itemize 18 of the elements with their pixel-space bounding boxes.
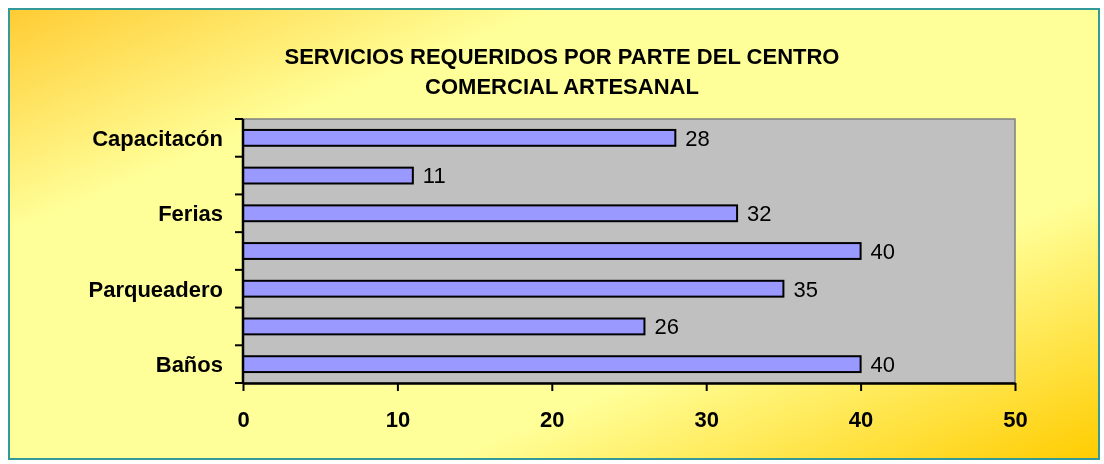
data-label: 32 xyxy=(747,201,772,227)
data-label: 35 xyxy=(793,276,818,302)
y-tick-label: Capacitacón xyxy=(92,125,223,151)
x-tick-label: 30 xyxy=(694,407,719,432)
data-label: 40 xyxy=(870,238,896,264)
data-label: 11 xyxy=(422,163,446,189)
x-tick-label: 0 xyxy=(237,407,250,432)
data-label: 28 xyxy=(685,125,710,151)
y-tick-label: Ferias xyxy=(158,201,223,227)
data-label: 40 xyxy=(870,352,896,378)
x-tick-label: 50 xyxy=(1003,407,1028,432)
x-tick-label: 20 xyxy=(540,407,565,432)
x-tick-label: 40 xyxy=(848,407,874,432)
x-tick-label: 10 xyxy=(385,407,411,432)
chart-title: SERVICIOS REQUERIDOS POR PARTE DEL CENTRO COMERCIAL ARTESANAL xyxy=(284,44,840,99)
data-label: 26 xyxy=(654,314,679,340)
y-tick-label: Parqueadero xyxy=(88,276,223,302)
y-tick-label: Baños xyxy=(155,352,223,378)
